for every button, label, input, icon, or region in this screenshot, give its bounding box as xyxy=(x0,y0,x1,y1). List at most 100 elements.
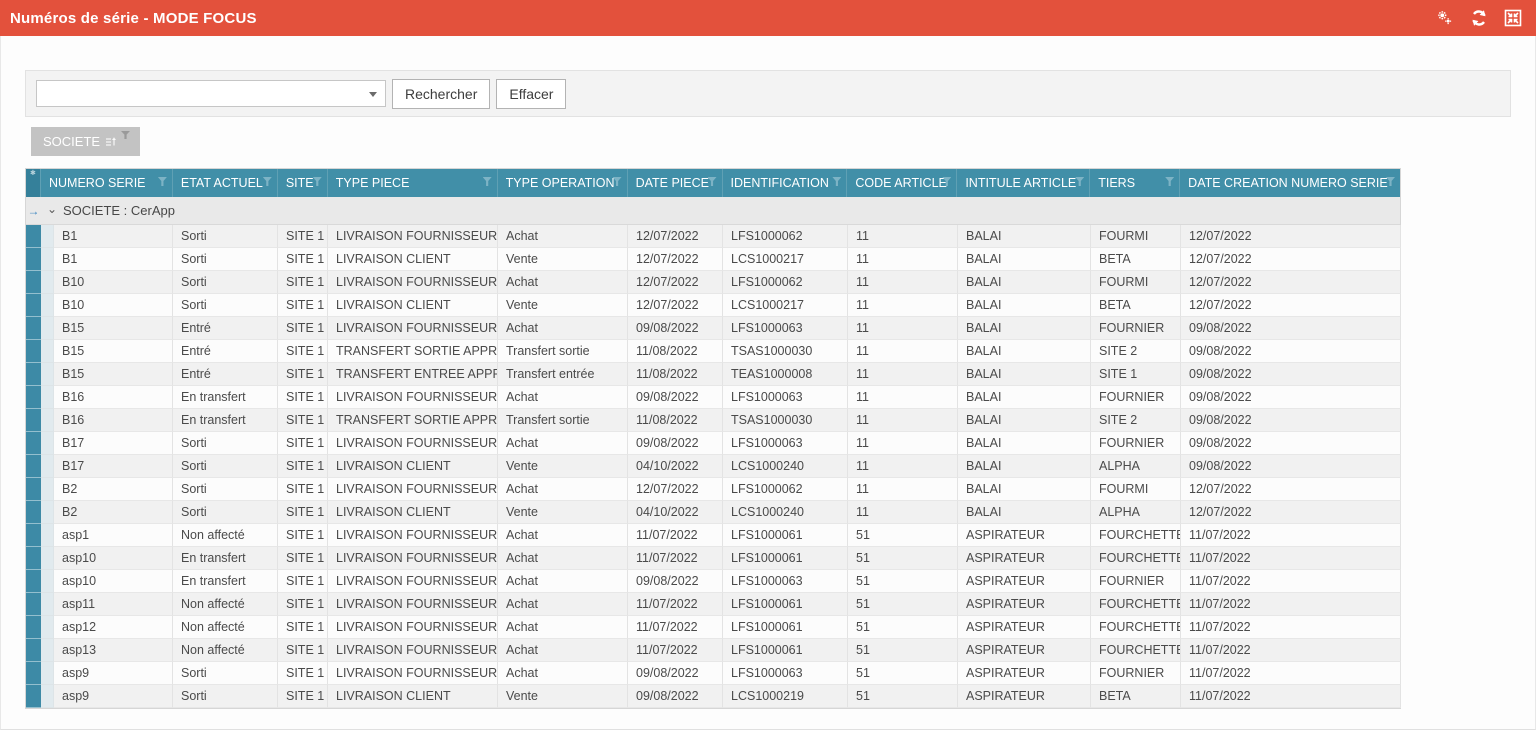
cell-tiers[interactable]: BETA xyxy=(1091,294,1181,317)
cell-type-piece[interactable]: LIVRAISON FOURNISSEUR xyxy=(328,432,498,455)
cell-intitule-article[interactable]: ASPIRATEUR xyxy=(958,593,1091,616)
cell-type-piece[interactable]: LIVRAISON FOURNISSEUR xyxy=(328,478,498,501)
cell-identification[interactable]: LCS1000219 xyxy=(723,685,848,708)
cell-intitule-article[interactable]: BALAI xyxy=(958,340,1091,363)
cell-code-article[interactable]: 11 xyxy=(848,271,958,294)
cell-tiers[interactable]: ALPHA xyxy=(1091,455,1181,478)
cell-date-piece[interactable]: 12/07/2022 xyxy=(628,271,723,294)
cell-date-piece[interactable]: 12/07/2022 xyxy=(628,294,723,317)
table-row[interactable]: B10 Sorti SITE 1 LIVRAISON FOURNISSEUR Achat… xyxy=(26,271,1401,294)
cell-etat-actuel[interactable]: En transfert xyxy=(173,409,278,432)
cell-tiers[interactable]: FOURMI xyxy=(1091,478,1181,501)
gears-icon[interactable] xyxy=(1436,9,1454,27)
cell-date-piece[interactable]: 11/07/2022 xyxy=(628,524,723,547)
cell-date-piece[interactable]: 04/10/2022 xyxy=(628,455,723,478)
cell-type-piece[interactable]: TRANSFERT ENTREE APPRO xyxy=(328,363,498,386)
cell-intitule-article[interactable]: BALAI xyxy=(958,248,1091,271)
cell-date-creation-numero-serie[interactable]: 09/08/2022 xyxy=(1181,432,1401,455)
cell-identification[interactable]: LCS1000217 xyxy=(723,248,848,271)
cell-type-piece[interactable]: LIVRAISON CLIENT xyxy=(328,294,498,317)
table-row[interactable]: asp1 Non affecté SITE 1 LIVRAISON FOURNISSE… xyxy=(26,524,1401,547)
column-header-numero-serie[interactable]: NUMERO SERIE xyxy=(41,169,173,197)
column-filter-icon[interactable] xyxy=(1386,177,1395,186)
cell-intitule-article[interactable]: BALAI xyxy=(958,432,1091,455)
cell-code-article[interactable]: 11 xyxy=(848,478,958,501)
cell-site[interactable]: SITE 1 xyxy=(278,432,328,455)
cell-type-piece[interactable]: LIVRAISON FOURNISSEUR xyxy=(328,570,498,593)
cell-type-piece[interactable]: TRANSFERT SORTIE APPRO xyxy=(328,409,498,432)
column-header-tiers[interactable]: TIERS xyxy=(1090,169,1181,197)
group-chip-societe[interactable]: SOCIETE xyxy=(31,127,141,156)
cell-site[interactable]: SITE 1 xyxy=(278,363,328,386)
cell-site[interactable]: SITE 1 xyxy=(278,225,328,248)
cell-site[interactable]: SITE 1 xyxy=(278,478,328,501)
cell-type-operation[interactable]: Vente xyxy=(498,501,628,524)
cell-site[interactable]: SITE 1 xyxy=(278,248,328,271)
cell-type-operation[interactable]: Achat xyxy=(498,570,628,593)
cell-type-piece[interactable]: LIVRAISON FOURNISSEUR xyxy=(328,662,498,685)
cell-tiers[interactable]: FOURNIER xyxy=(1091,570,1181,593)
cell-type-piece[interactable]: LIVRAISON FOURNISSEUR xyxy=(328,547,498,570)
group-row-societe[interactable]: → ⌄ SOCIETE : CerApp xyxy=(26,197,1400,225)
cell-site[interactable]: SITE 1 xyxy=(278,386,328,409)
column-filter-icon[interactable] xyxy=(262,177,272,186)
cell-code-article[interactable]: 51 xyxy=(848,593,958,616)
table-row[interactable]: B10 Sorti SITE 1 LIVRAISON CLIENT Vente 12/07… xyxy=(26,294,1401,317)
cell-numero-serie[interactable]: B17 xyxy=(54,432,173,455)
cell-tiers[interactable]: FOURNIER xyxy=(1091,386,1181,409)
cell-intitule-article[interactable]: ASPIRATEUR xyxy=(958,524,1091,547)
cell-etat-actuel[interactable]: Sorti xyxy=(173,662,278,685)
cell-etat-actuel[interactable]: Sorti xyxy=(173,501,278,524)
cell-intitule-article[interactable]: BALAI xyxy=(958,317,1091,340)
cell-etat-actuel[interactable]: Sorti xyxy=(173,455,278,478)
cell-type-operation[interactable]: Achat xyxy=(498,432,628,455)
cell-identification[interactable]: LFS1000063 xyxy=(723,432,848,455)
cell-intitule-article[interactable]: ASPIRATEUR xyxy=(958,547,1091,570)
column-header-type-piece[interactable]: TYPE PIECE xyxy=(328,169,498,197)
cell-numero-serie[interactable]: B1 xyxy=(54,225,173,248)
cell-numero-serie[interactable]: B1 xyxy=(54,248,173,271)
cell-tiers[interactable]: ALPHA xyxy=(1091,501,1181,524)
cell-type-piece[interactable]: LIVRAISON FOURNISSEUR xyxy=(328,317,498,340)
cell-date-piece[interactable]: 11/08/2022 xyxy=(628,409,723,432)
cell-type-piece[interactable]: LIVRAISON FOURNISSEUR xyxy=(328,616,498,639)
cell-date-piece[interactable]: 04/10/2022 xyxy=(628,501,723,524)
cell-tiers[interactable]: FOURMI xyxy=(1091,271,1181,294)
cell-etat-actuel[interactable]: Non affecté xyxy=(173,616,278,639)
cell-etat-actuel[interactable]: Sorti xyxy=(173,432,278,455)
table-row[interactable]: asp12 Non affecté SITE 1 LIVRAISON FOURNISS… xyxy=(26,616,1401,639)
column-header-date-creation-numero-serie[interactable]: DATE CREATION NUMERO SERIE xyxy=(1180,169,1400,197)
column-header-identification[interactable]: IDENTIFICATION xyxy=(723,169,848,197)
column-filter-icon[interactable] xyxy=(1075,177,1085,186)
cell-type-piece[interactable]: LIVRAISON CLIENT xyxy=(328,248,498,271)
table-row[interactable]: B17 Sorti SITE 1 LIVRAISON FOURNISSEUR Achat… xyxy=(26,432,1401,455)
cell-tiers[interactable]: SITE 2 xyxy=(1091,409,1181,432)
cell-type-operation[interactable]: Transfert sortie xyxy=(498,340,628,363)
cell-date-creation-numero-serie[interactable]: 11/07/2022 xyxy=(1181,524,1401,547)
cell-identification[interactable]: TEAS1000008 xyxy=(723,363,848,386)
table-row[interactable]: B16 En transfert SITE 1 LIVRAISON FOURNISSE… xyxy=(26,386,1401,409)
column-header-site[interactable]: SITE xyxy=(278,169,328,197)
cell-identification[interactable]: LFS1000063 xyxy=(723,386,848,409)
cell-date-creation-numero-serie[interactable]: 12/07/2022 xyxy=(1181,225,1401,248)
cell-identification[interactable]: LFS1000061 xyxy=(723,524,848,547)
cell-numero-serie[interactable]: B15 xyxy=(54,317,173,340)
cell-identification[interactable]: LFS1000061 xyxy=(723,639,848,662)
cell-type-operation[interactable]: Achat xyxy=(498,662,628,685)
column-filter-icon[interactable] xyxy=(1165,177,1175,186)
refresh-icon[interactable] xyxy=(1470,9,1488,27)
cell-code-article[interactable]: 11 xyxy=(848,363,958,386)
cell-numero-serie[interactable]: asp11 xyxy=(54,593,173,616)
cell-site[interactable]: SITE 1 xyxy=(278,501,328,524)
combo-dropdown-arrow-icon[interactable] xyxy=(369,92,377,97)
cell-type-operation[interactable]: Achat xyxy=(498,547,628,570)
cell-tiers[interactable]: SITE 1 xyxy=(1091,363,1181,386)
search-input[interactable] xyxy=(37,81,385,106)
cell-site[interactable]: SITE 1 xyxy=(278,685,328,708)
cell-site[interactable]: SITE 1 xyxy=(278,455,328,478)
table-row[interactable]: B15 Entré SITE 1 TRANSFERT ENTREE APPRO Tran… xyxy=(26,363,1401,386)
table-row[interactable]: B1 Sorti SITE 1 LIVRAISON CLIENT Vente 12/07/… xyxy=(26,248,1401,271)
cell-identification[interactable]: LFS1000063 xyxy=(723,317,848,340)
cell-etat-actuel[interactable]: Non affecté xyxy=(173,524,278,547)
cell-tiers[interactable]: SITE 2 xyxy=(1091,340,1181,363)
